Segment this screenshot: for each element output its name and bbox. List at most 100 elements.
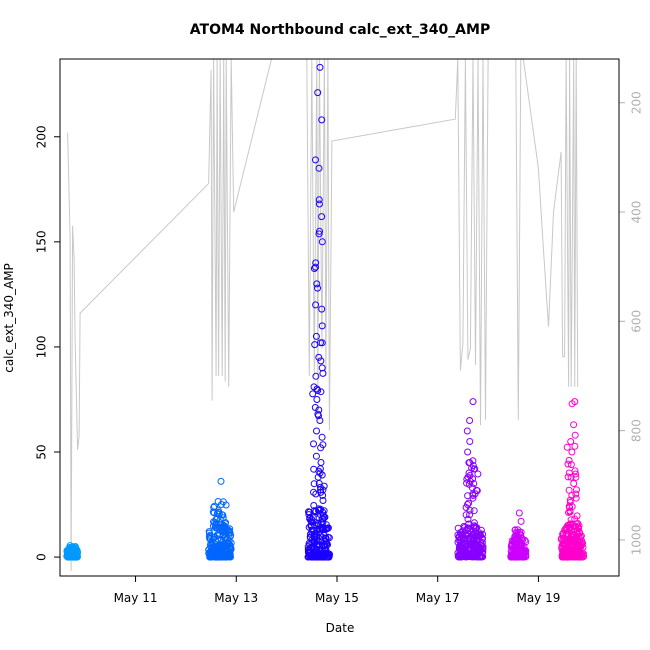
data-point <box>312 490 320 498</box>
data-point <box>310 502 318 509</box>
data-point <box>317 339 324 347</box>
x-tick-label: May 11 <box>114 591 158 605</box>
data-point <box>474 470 482 478</box>
data-point <box>573 526 581 534</box>
x-axis-label: Date <box>326 621 355 635</box>
data-point <box>457 553 465 561</box>
data-point <box>217 501 225 508</box>
data-point <box>318 238 326 246</box>
data-point <box>570 480 578 487</box>
data-point <box>225 551 233 559</box>
data-point <box>324 524 332 532</box>
data-point <box>568 448 576 456</box>
data-point <box>215 507 222 515</box>
x-tick-label: May 19 <box>516 591 560 605</box>
data-point <box>573 543 581 551</box>
data-point <box>469 553 477 561</box>
data-point <box>575 552 583 559</box>
data-point <box>313 427 320 435</box>
data-point <box>512 553 520 561</box>
data-point <box>455 545 463 553</box>
data-point <box>558 542 566 550</box>
right-y-tick-label: 400 <box>630 201 644 224</box>
data-point <box>213 548 221 556</box>
data-point <box>315 200 323 208</box>
chart-title: ATOM4 Northbound calc_ext_340_AMP <box>190 22 490 38</box>
data-point <box>210 533 218 541</box>
data-point <box>212 520 220 527</box>
data-point <box>455 543 463 551</box>
data-point <box>316 465 324 473</box>
data-point <box>469 490 477 498</box>
data-point <box>227 544 235 552</box>
data-point <box>318 116 326 124</box>
data-point <box>317 357 325 365</box>
data-point <box>306 515 314 523</box>
data-point <box>315 406 323 414</box>
right-y-tick-label: 600 <box>630 310 644 333</box>
data-point <box>227 539 235 547</box>
data-point <box>466 506 474 514</box>
data-point <box>320 511 327 519</box>
data-point <box>220 521 227 529</box>
data-point <box>317 444 325 452</box>
data-point <box>315 507 322 514</box>
data-point <box>217 541 225 549</box>
plot-frame <box>59 58 620 577</box>
data-point <box>567 461 575 469</box>
data-point <box>570 552 578 560</box>
data-point <box>570 421 578 429</box>
data-point <box>559 530 567 538</box>
data-point <box>455 536 463 544</box>
data-point <box>476 530 484 538</box>
data-point <box>465 499 473 507</box>
data-point <box>471 465 479 473</box>
data-point <box>470 519 478 527</box>
data-point <box>464 448 472 456</box>
y-tick-label: 0 <box>35 553 49 561</box>
right-y-tick-label: 1000 <box>630 525 644 556</box>
data-point <box>316 227 323 235</box>
data-point <box>477 552 485 560</box>
data-point <box>217 477 225 485</box>
x-tick-label: May 13 <box>214 591 258 605</box>
data-point <box>314 89 322 97</box>
data-point <box>312 301 320 309</box>
data-point <box>318 305 326 313</box>
data-point <box>573 486 580 494</box>
data-point <box>469 398 477 406</box>
data-point <box>214 532 222 540</box>
data-point <box>317 459 325 466</box>
data-point <box>514 526 522 534</box>
y-axis: 0 50 100 150 200 <box>35 125 60 561</box>
data-point <box>567 524 575 532</box>
data-point <box>568 503 576 511</box>
right-y-tick-label: 200 <box>630 91 644 114</box>
data-point <box>317 552 325 560</box>
data-point <box>515 509 523 517</box>
data-point <box>460 535 468 543</box>
data-point <box>567 516 575 524</box>
data-point <box>310 440 317 448</box>
data-point <box>466 459 474 466</box>
data-point <box>564 473 572 481</box>
data-point <box>317 486 325 494</box>
x-axis: May 11 May 13 May 15 May 17 May 19 <box>114 576 560 605</box>
data-point <box>568 535 576 543</box>
y-axis-label: calc_ext_340_AMP <box>2 263 16 373</box>
data-point <box>455 534 463 541</box>
data-point <box>571 545 579 553</box>
data-point <box>575 543 583 551</box>
y-tick-label: 100 <box>35 335 49 358</box>
data-point <box>315 230 323 238</box>
data-point <box>316 469 324 477</box>
data-point <box>466 511 474 519</box>
data-point <box>469 494 477 502</box>
data-point <box>222 501 230 509</box>
data-point <box>463 479 471 487</box>
data-point <box>318 364 326 372</box>
data-point <box>568 400 576 408</box>
data-point <box>470 480 478 487</box>
data-point <box>522 547 530 555</box>
